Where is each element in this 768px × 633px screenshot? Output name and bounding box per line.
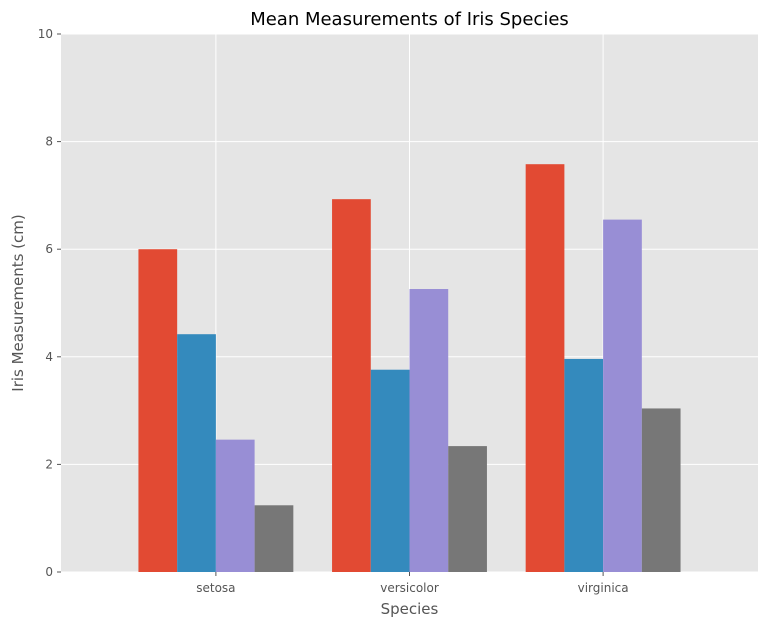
bar-versicolor-series-4 (448, 446, 487, 572)
bar-setosa-series-4 (254, 505, 294, 572)
bar-versicolor-series-2 (370, 369, 410, 572)
bar-virginica-series-1 (525, 164, 565, 573)
y-axis-label: Iris Measurements (cm) (9, 214, 27, 391)
y-tick-label: 8 (45, 135, 53, 149)
y-tick-label: 10 (38, 27, 53, 41)
x-axis-label: Species (381, 600, 439, 618)
chart-title: Mean Measurements of Iris Species (250, 9, 569, 30)
y-tick-label: 6 (45, 242, 53, 256)
bars (138, 164, 681, 573)
y-tick-label: 0 (45, 565, 53, 579)
bar-virginica-series-4 (641, 408, 681, 572)
y-tick-label: 4 (45, 350, 53, 364)
x-tick-label: versicolor (380, 581, 439, 595)
bar-virginica-series-3 (603, 219, 642, 573)
bar-setosa-series-1 (138, 249, 178, 572)
x-tick-label: setosa (196, 581, 235, 595)
bar-setosa-series-3 (215, 439, 255, 572)
bar-setosa-series-2 (177, 334, 216, 572)
x-axis-ticks: setosa versicolor virginica (196, 572, 629, 595)
bar-versicolor-series-3 (409, 289, 449, 572)
x-tick-label: virginica (578, 581, 629, 595)
bar-versicolor-series-1 (332, 199, 371, 572)
bar-virginica-series-2 (564, 358, 604, 572)
y-tick-label: 2 (45, 457, 53, 471)
y-axis-ticks: 0 2 4 6 8 10 (38, 27, 61, 579)
